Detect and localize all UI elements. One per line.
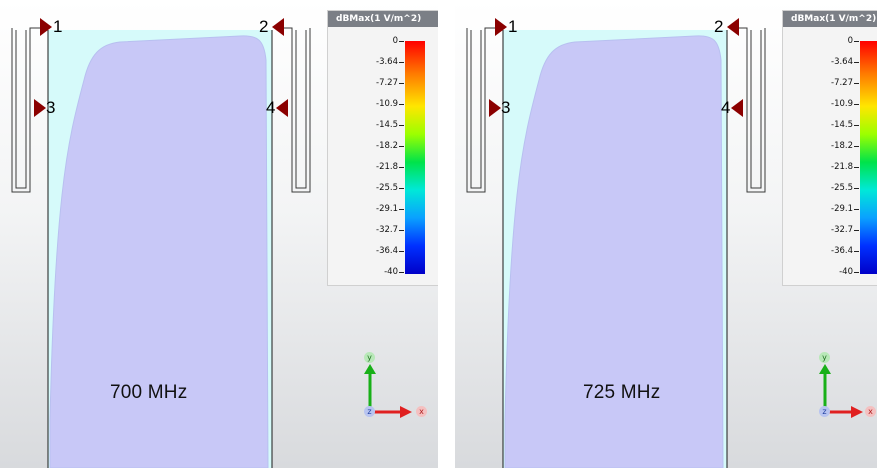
colorbar-tick: -3.64 bbox=[783, 57, 859, 67]
colorbar-tick: 0 bbox=[328, 36, 404, 46]
colorbar-tick: 0 bbox=[783, 36, 859, 46]
y-axis-label: y bbox=[364, 352, 375, 363]
z-axis-label: z bbox=[819, 406, 830, 417]
port-marker-3[interactable] bbox=[34, 99, 46, 117]
port-marker-1[interactable] bbox=[495, 18, 507, 36]
port-marker-2[interactable] bbox=[727, 18, 739, 36]
colorbar-tick: -10.9 bbox=[783, 99, 859, 109]
left-folded-conductor bbox=[466, 27, 497, 193]
axes-triad: y x z bbox=[358, 350, 438, 425]
colorbar-tick: -21.8 bbox=[783, 162, 859, 172]
colorbar-tick: -7.27 bbox=[328, 78, 404, 88]
port-label-1: 1 bbox=[508, 17, 518, 36]
y-axis-label: y bbox=[819, 352, 830, 363]
frequency-label: 725 MHz bbox=[583, 382, 661, 403]
colorbar-tick: -32.7 bbox=[328, 225, 404, 235]
x-axis-label: x bbox=[865, 406, 876, 417]
port-marker-1[interactable] bbox=[40, 18, 52, 36]
x-axis-arrowhead bbox=[851, 406, 863, 418]
field-region-inner bbox=[49, 35, 269, 468]
right-folded-conductor bbox=[729, 27, 766, 193]
x-axis-arrowhead bbox=[400, 406, 412, 418]
right-folded-conductor bbox=[274, 27, 311, 193]
colorbar-tick: -40 bbox=[328, 267, 404, 277]
port-label-4: 4 bbox=[721, 98, 731, 117]
colorbar-tick: -3.64 bbox=[328, 57, 404, 67]
colorbar-tick: -18.2 bbox=[783, 141, 859, 151]
port-label-3: 3 bbox=[501, 98, 511, 117]
colorbar-tick: -7.27 bbox=[783, 78, 859, 88]
legend-title: dBMax(1 V/m^2) bbox=[328, 11, 438, 27]
z-axis-label: z bbox=[364, 406, 375, 417]
field-region-inner bbox=[504, 35, 724, 468]
colorbar-legend: dBMax(1 V/m^2) 0 -3.64 -7.27 -10.9 -14.5… bbox=[327, 10, 438, 286]
colorbar-tick: -40 bbox=[783, 267, 859, 277]
colorbar-tick: -25.5 bbox=[328, 183, 404, 193]
y-axis-arrowhead bbox=[819, 364, 831, 374]
port-label-2: 2 bbox=[714, 17, 724, 36]
field-plot-1 bbox=[11, 18, 311, 468]
colorbar-tick: -25.5 bbox=[783, 183, 859, 193]
colorbar-legend: dBMax(1 V/m^2) 0 -3.64 -7.27 -10.9 -14.5… bbox=[782, 10, 877, 286]
port-label-2: 2 bbox=[259, 17, 269, 36]
left-folded-conductor bbox=[11, 27, 42, 193]
colorbar-tick: -10.9 bbox=[328, 99, 404, 109]
simulation-panel-2: 1 2 3 4 725 MHz dBMax(1 V/m^2) 0 -3.64 -… bbox=[455, 0, 877, 468]
port-marker-4[interactable] bbox=[276, 99, 288, 117]
port-label-4: 4 bbox=[266, 98, 276, 117]
colorbar-tick: -21.8 bbox=[328, 162, 404, 172]
port-marker-3[interactable] bbox=[489, 99, 501, 117]
colorbar-tick: -29.1 bbox=[328, 204, 404, 214]
port-label-3: 3 bbox=[46, 98, 56, 117]
y-axis-arrowhead bbox=[364, 364, 376, 374]
colorbar-tick: -14.5 bbox=[328, 120, 404, 130]
colorbar-tick: -14.5 bbox=[783, 120, 859, 130]
port-label-1: 1 bbox=[53, 17, 63, 36]
colorbar bbox=[405, 41, 425, 274]
colorbar-tick: -36.4 bbox=[328, 246, 404, 256]
colorbar-tick: -29.1 bbox=[783, 204, 859, 214]
axes-triad: y x z bbox=[813, 350, 877, 425]
legend-title: dBMax(1 V/m^2) bbox=[783, 11, 877, 27]
field-plot-2 bbox=[466, 18, 766, 468]
frequency-label: 700 MHz bbox=[110, 382, 188, 403]
port-marker-4[interactable] bbox=[731, 99, 743, 117]
colorbar-tick: -18.2 bbox=[328, 141, 404, 151]
x-axis-label: x bbox=[416, 406, 427, 417]
colorbar-tick: -32.7 bbox=[783, 225, 859, 235]
colorbar bbox=[860, 41, 877, 274]
colorbar-tick: -36.4 bbox=[783, 246, 859, 256]
simulation-panel-1: 1 2 3 4 700 MHz dBMax(1 V/m^2) 0 -3.64 -… bbox=[0, 0, 438, 468]
port-marker-2[interactable] bbox=[272, 18, 284, 36]
